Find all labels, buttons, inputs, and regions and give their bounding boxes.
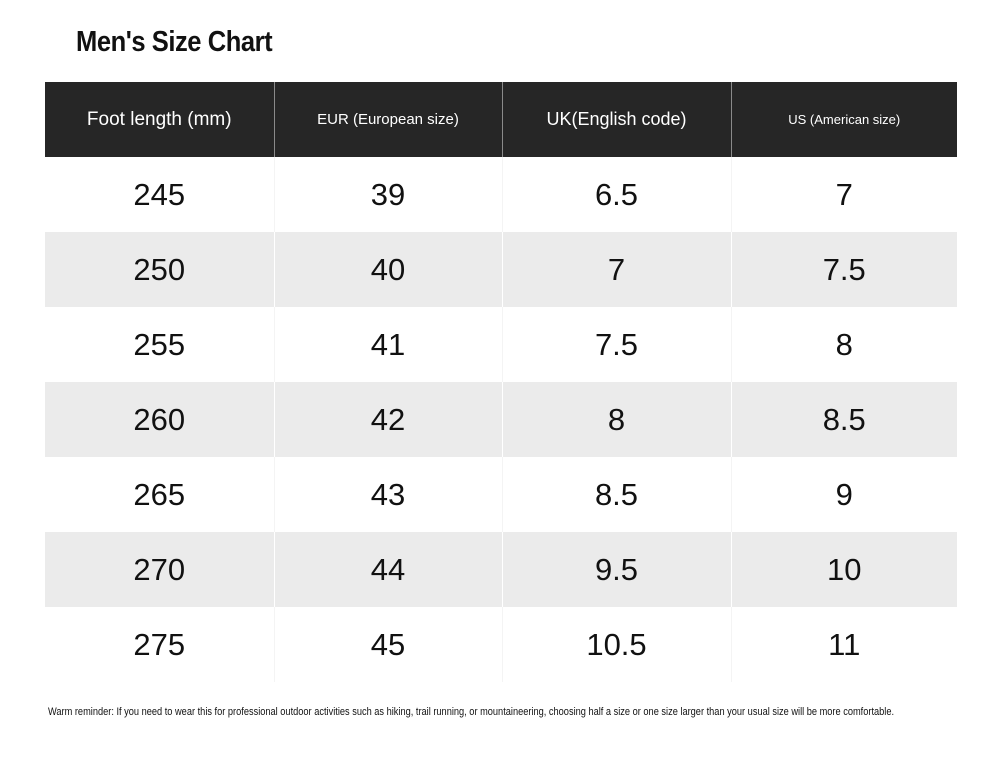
column-header-uk: UK(English code) — [502, 82, 732, 157]
table-header-row: Foot length (mm) EUR (European size) UK(… — [45, 82, 957, 157]
foot-length-cell: 260 — [45, 382, 275, 457]
eur-size-cell: 45 — [274, 607, 503, 682]
column-header-eur: EUR (European size) — [274, 82, 503, 157]
foot-length-cell: 265 — [45, 457, 275, 532]
table-row: 245 39 6.5 7 — [45, 157, 957, 232]
eur-size-cell: 39 — [274, 157, 503, 232]
foot-length-cell: 255 — [45, 307, 275, 382]
uk-size-cell: 9.5 — [502, 532, 732, 607]
us-size-cell: 7.5 — [731, 232, 957, 307]
column-header-foot-length: Foot length (mm) — [45, 82, 275, 157]
eur-size-cell: 40 — [274, 232, 503, 307]
table-row: 260 42 8 8.5 — [45, 382, 957, 457]
uk-size-cell: 10.5 — [502, 607, 732, 682]
table-row: 250 40 7 7.5 — [45, 232, 957, 307]
us-size-cell: 8.5 — [731, 382, 957, 457]
eur-size-cell: 41 — [274, 307, 503, 382]
uk-size-cell: 7.5 — [502, 307, 732, 382]
uk-size-cell: 8.5 — [502, 457, 732, 532]
size-chart-table: Foot length (mm) EUR (European size) UK(… — [45, 82, 957, 682]
table-row: 255 41 7.5 8 — [45, 307, 957, 382]
foot-length-cell: 275 — [45, 607, 275, 682]
uk-size-cell: 7 — [502, 232, 732, 307]
us-size-cell: 8 — [731, 307, 957, 382]
warm-reminder-note: Warm reminder: If you need to wear this … — [48, 706, 895, 718]
uk-size-cell: 6.5 — [502, 157, 732, 232]
column-header-us: US (American size) — [731, 82, 957, 157]
us-size-cell: 11 — [731, 607, 957, 682]
eur-size-cell: 43 — [274, 457, 503, 532]
table-row: 270 44 9.5 10 — [45, 532, 957, 607]
page-title: Men's Size Chart — [76, 26, 273, 58]
eur-size-cell: 42 — [274, 382, 503, 457]
foot-length-cell: 250 — [45, 232, 275, 307]
table-row: 275 45 10.5 11 — [45, 607, 957, 682]
us-size-cell: 9 — [731, 457, 957, 532]
foot-length-cell: 245 — [45, 157, 275, 232]
foot-length-cell: 270 — [45, 532, 275, 607]
us-size-cell: 7 — [731, 157, 957, 232]
eur-size-cell: 44 — [274, 532, 503, 607]
us-size-cell: 10 — [731, 532, 957, 607]
uk-size-cell: 8 — [502, 382, 732, 457]
table-row: 265 43 8.5 9 — [45, 457, 957, 532]
